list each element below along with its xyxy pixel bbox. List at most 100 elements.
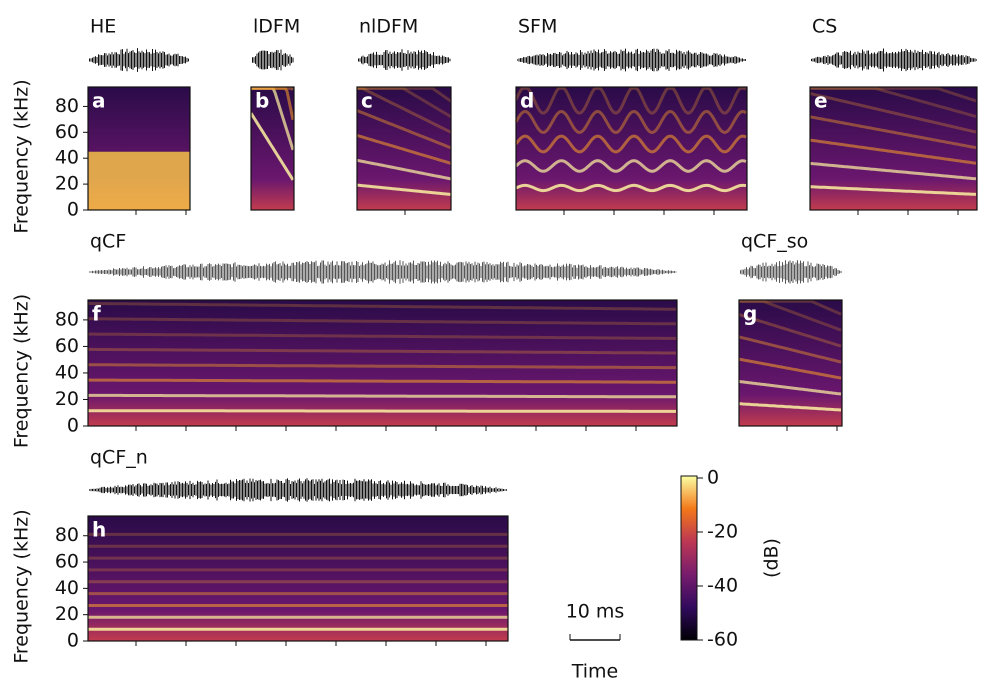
- harmonic: [738, 357, 842, 380]
- harmonic: [88, 347, 676, 355]
- panel-letter: e: [814, 89, 828, 113]
- panel-title: HE: [90, 16, 116, 38]
- harmonic: [356, 109, 452, 150]
- waveform: [89, 48, 189, 72]
- harmonic: [249, 112, 295, 181]
- energy-band: [88, 151, 190, 210]
- harmonic: [251, 86, 294, 91]
- harmonic: [87, 301, 676, 311]
- panel-letter: b: [255, 89, 269, 113]
- y-axis-label: Frequency (kHz): [11, 294, 33, 448]
- axes-frame: [87, 299, 678, 427]
- panel-title: SFM: [518, 16, 557, 38]
- y-tick-label: 0: [67, 199, 79, 221]
- harmonic: [739, 299, 842, 332]
- colorbar-tick-label: -20: [707, 521, 738, 543]
- harmonic: [739, 299, 842, 316]
- harmonic: [87, 378, 676, 384]
- panel-title: qCF_n: [90, 447, 148, 469]
- panel-letter: c: [361, 89, 373, 113]
- y-tick-label: 0: [67, 415, 79, 437]
- y-axis-label: Frequency (kHz): [11, 79, 33, 233]
- y-tick-label: 40: [55, 147, 79, 169]
- harmonic: [357, 86, 452, 134]
- spectrogram: [88, 516, 508, 641]
- colorbar-label: (dB): [761, 538, 783, 578]
- panel-letter: g: [743, 302, 757, 326]
- panel-letter: h: [92, 518, 106, 542]
- harmonic: [515, 183, 747, 193]
- harmonic: [514, 134, 747, 154]
- y-tick-label: 20: [55, 173, 79, 195]
- harmonic: [738, 313, 842, 348]
- harmonic: [738, 402, 842, 412]
- panel-letter: f: [92, 302, 101, 326]
- harmonic: [810, 86, 977, 103]
- x-axis-label: Time: [571, 661, 619, 683]
- waveform: [811, 48, 977, 72]
- y-tick-label: 20: [55, 388, 79, 410]
- harmonic: [357, 86, 452, 103]
- y-tick-label: 40: [55, 361, 79, 383]
- axes-frame: [515, 86, 748, 211]
- y-tick-label: 60: [55, 335, 79, 357]
- waveform: [517, 48, 746, 72]
- harmonic: [514, 159, 747, 173]
- colorbar-tick-label: -60: [707, 629, 738, 651]
- harmonic: [251, 86, 295, 121]
- panel-title: qCF_so: [741, 231, 808, 253]
- waveform: [252, 49, 294, 71]
- waveform: [358, 49, 451, 71]
- scale-bar-label: 10 ms: [566, 601, 625, 623]
- axes-frame: [738, 299, 843, 427]
- y-tick-label: 0: [67, 630, 79, 652]
- harmonic: [356, 183, 452, 196]
- harmonic: [809, 161, 977, 181]
- panel-title: qCF: [90, 231, 126, 253]
- axes-frame: [87, 86, 191, 211]
- harmonic: [88, 409, 676, 413]
- axes-frame: [87, 515, 509, 642]
- harmonic: [809, 138, 977, 165]
- y-tick-label: 80: [55, 95, 79, 117]
- axes-frame: [356, 86, 452, 211]
- spectrogram: [88, 300, 677, 426]
- harmonic: [809, 115, 977, 150]
- waveform: [740, 260, 842, 284]
- colorbar: [680, 475, 698, 641]
- panel-title: nlDFM: [359, 16, 418, 38]
- harmonic: [88, 363, 676, 370]
- axes-frame: [250, 86, 295, 211]
- y-tick-label: 80: [55, 524, 79, 546]
- panel-title: CS: [812, 16, 837, 38]
- harmonic: [88, 332, 677, 340]
- harmonic: [738, 335, 842, 364]
- y-tick-label: 60: [55, 551, 79, 573]
- harmonic: [809, 185, 977, 196]
- spectrogram: [516, 87, 747, 210]
- harmonic: [738, 379, 842, 396]
- harmonic: [88, 317, 677, 326]
- colorbar-tick-label: -40: [707, 575, 738, 597]
- harmonic: [356, 158, 452, 181]
- harmonic: [809, 92, 977, 134]
- harmonic: [356, 133, 452, 165]
- y-tick-label: 20: [55, 603, 79, 625]
- y-tick-label: 40: [55, 577, 79, 599]
- y-tick-label: 60: [55, 121, 79, 143]
- axes-frame: [809, 86, 978, 211]
- harmonic: [514, 109, 747, 135]
- panel-letter: d: [520, 89, 534, 113]
- panel-letter: a: [92, 89, 106, 113]
- y-axis-label: Frequency (kHz): [11, 509, 33, 663]
- harmonic: [357, 86, 452, 119]
- waveform: [89, 260, 677, 284]
- waveform: [89, 478, 507, 502]
- harmonic: [810, 86, 977, 118]
- colorbar-tick-label: 0: [707, 467, 719, 489]
- harmonic: [88, 393, 676, 399]
- harmonic: [514, 86, 747, 115]
- y-tick-label: 80: [55, 308, 79, 330]
- panel-title: lDFM: [253, 16, 300, 38]
